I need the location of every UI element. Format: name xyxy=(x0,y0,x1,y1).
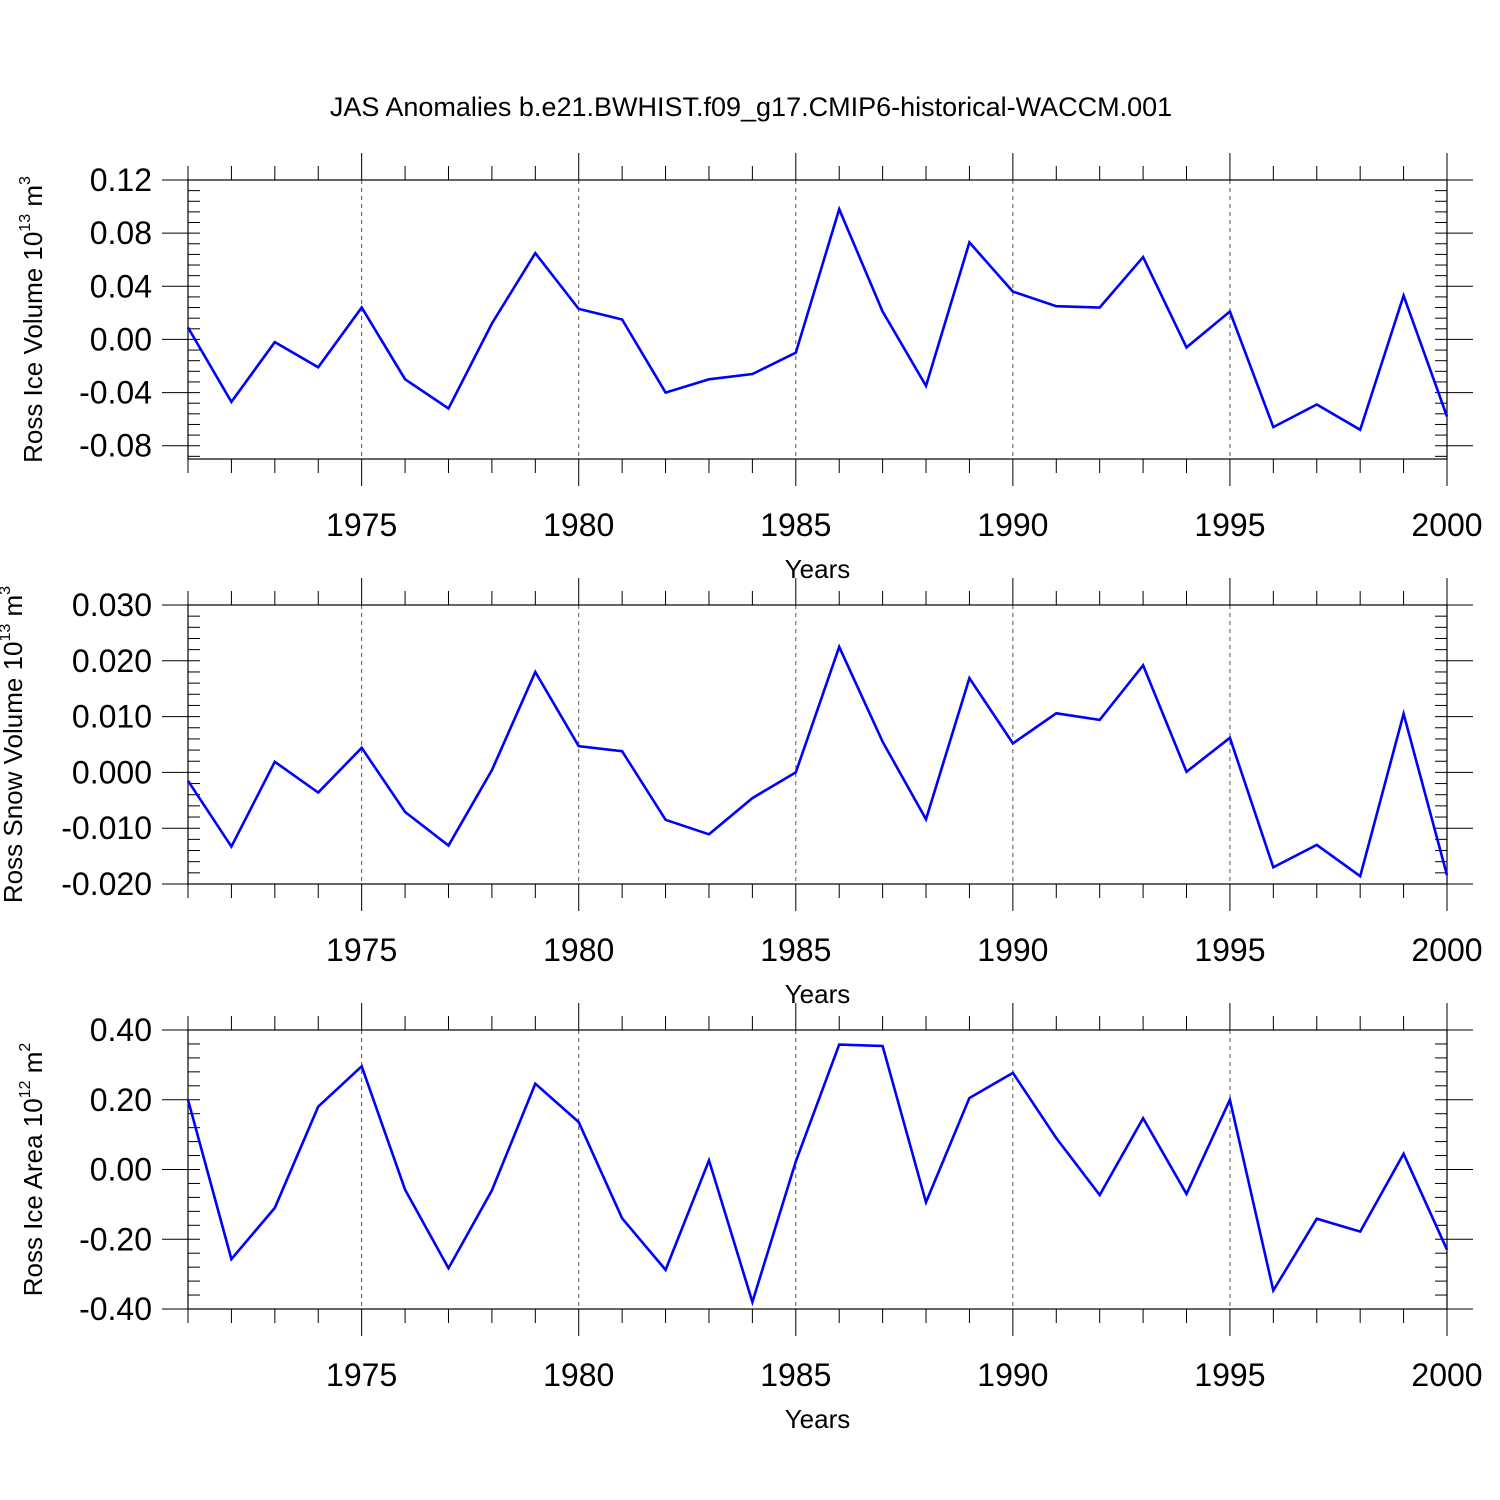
figure-title: JAS Anomalies b.e21.BWHIST.f09_g17.CMIP6… xyxy=(330,92,1172,122)
y-tick-label: 0.00 xyxy=(90,1152,152,1188)
y-tick-label: -0.010 xyxy=(61,810,152,846)
x-tick-label: 1995 xyxy=(1194,507,1265,543)
y-tick-label: -0.08 xyxy=(79,428,152,464)
y-axis-label: Ross Ice Area 1012 m2 xyxy=(17,1043,48,1297)
x-tick-label: 1975 xyxy=(326,507,397,543)
y-tick-label: 0.40 xyxy=(90,1012,152,1048)
y-tick-label: -0.04 xyxy=(79,375,152,411)
x-tick-label: 1985 xyxy=(760,507,831,543)
x-axis-label: Years xyxy=(785,1404,851,1434)
chart-panel-2: -0.020 -0.010 0.000 0.010 0.020 0.030 1975 1980… xyxy=(0,578,1483,1009)
x-tick-label: 1995 xyxy=(1194,1357,1265,1393)
y-tick-label: 0.12 xyxy=(90,162,152,198)
y-tick-label: 0.000 xyxy=(72,754,152,790)
x-tick-label: 1980 xyxy=(543,1357,614,1393)
y-axis-label: Ross Ice Volume 1013 m3 xyxy=(17,176,48,463)
y-tick-label: 0.04 xyxy=(90,268,152,304)
y-tick-label: -0.40 xyxy=(79,1291,152,1327)
plot-frame xyxy=(187,1029,1448,1310)
y-tick-label: 0.00 xyxy=(90,321,152,357)
plot-frame xyxy=(187,179,1448,460)
plot-frame xyxy=(187,604,1448,885)
x-tick-label: 1990 xyxy=(977,1357,1048,1393)
y-axis-label: Ross Snow Volume 1013 m3 xyxy=(0,586,28,903)
x-tick-label: 1975 xyxy=(326,1357,397,1393)
y-tick-label: -0.020 xyxy=(61,866,152,902)
x-tick-label: 1980 xyxy=(543,507,614,543)
x-tick-label: 1995 xyxy=(1194,932,1265,968)
y-tick-label: 0.020 xyxy=(72,643,152,679)
y-tick-label: 0.010 xyxy=(72,699,152,735)
y-tick-label: 0.030 xyxy=(72,587,152,623)
x-tick-label: 1985 xyxy=(760,1357,831,1393)
chart-panels: -0.08 -0.04 0.00 0.04 0.08 0.12 1975 1980 1985 19… xyxy=(0,153,1483,1434)
chart-panel-3: -0.40 -0.20 0.00 0.20 0.40 1975 1980 1985 1990 19… xyxy=(17,1003,1483,1434)
x-axis-label: Years xyxy=(785,979,851,1009)
series-line xyxy=(186,1043,1449,1307)
y-tick-label: 0.20 xyxy=(90,1082,152,1118)
x-tick-label: 1990 xyxy=(977,507,1048,543)
x-tick-label: 2000 xyxy=(1411,932,1482,968)
x-axis-label: Years xyxy=(785,554,851,584)
x-tick-label: 1975 xyxy=(326,932,397,968)
y-tick-label: 0.08 xyxy=(90,215,152,251)
x-tick-label: 1985 xyxy=(760,932,831,968)
series-line xyxy=(186,643,1449,879)
series-line xyxy=(186,205,1449,432)
chart-panel-1: -0.08 -0.04 0.00 0.04 0.08 0.12 1975 1980 1985 19… xyxy=(17,153,1483,584)
x-tick-label: 1980 xyxy=(543,932,614,968)
y-tick-label: -0.20 xyxy=(79,1221,152,1257)
x-tick-label: 1990 xyxy=(977,932,1048,968)
x-tick-label: 2000 xyxy=(1411,1357,1482,1393)
x-tick-label: 2000 xyxy=(1411,507,1482,543)
